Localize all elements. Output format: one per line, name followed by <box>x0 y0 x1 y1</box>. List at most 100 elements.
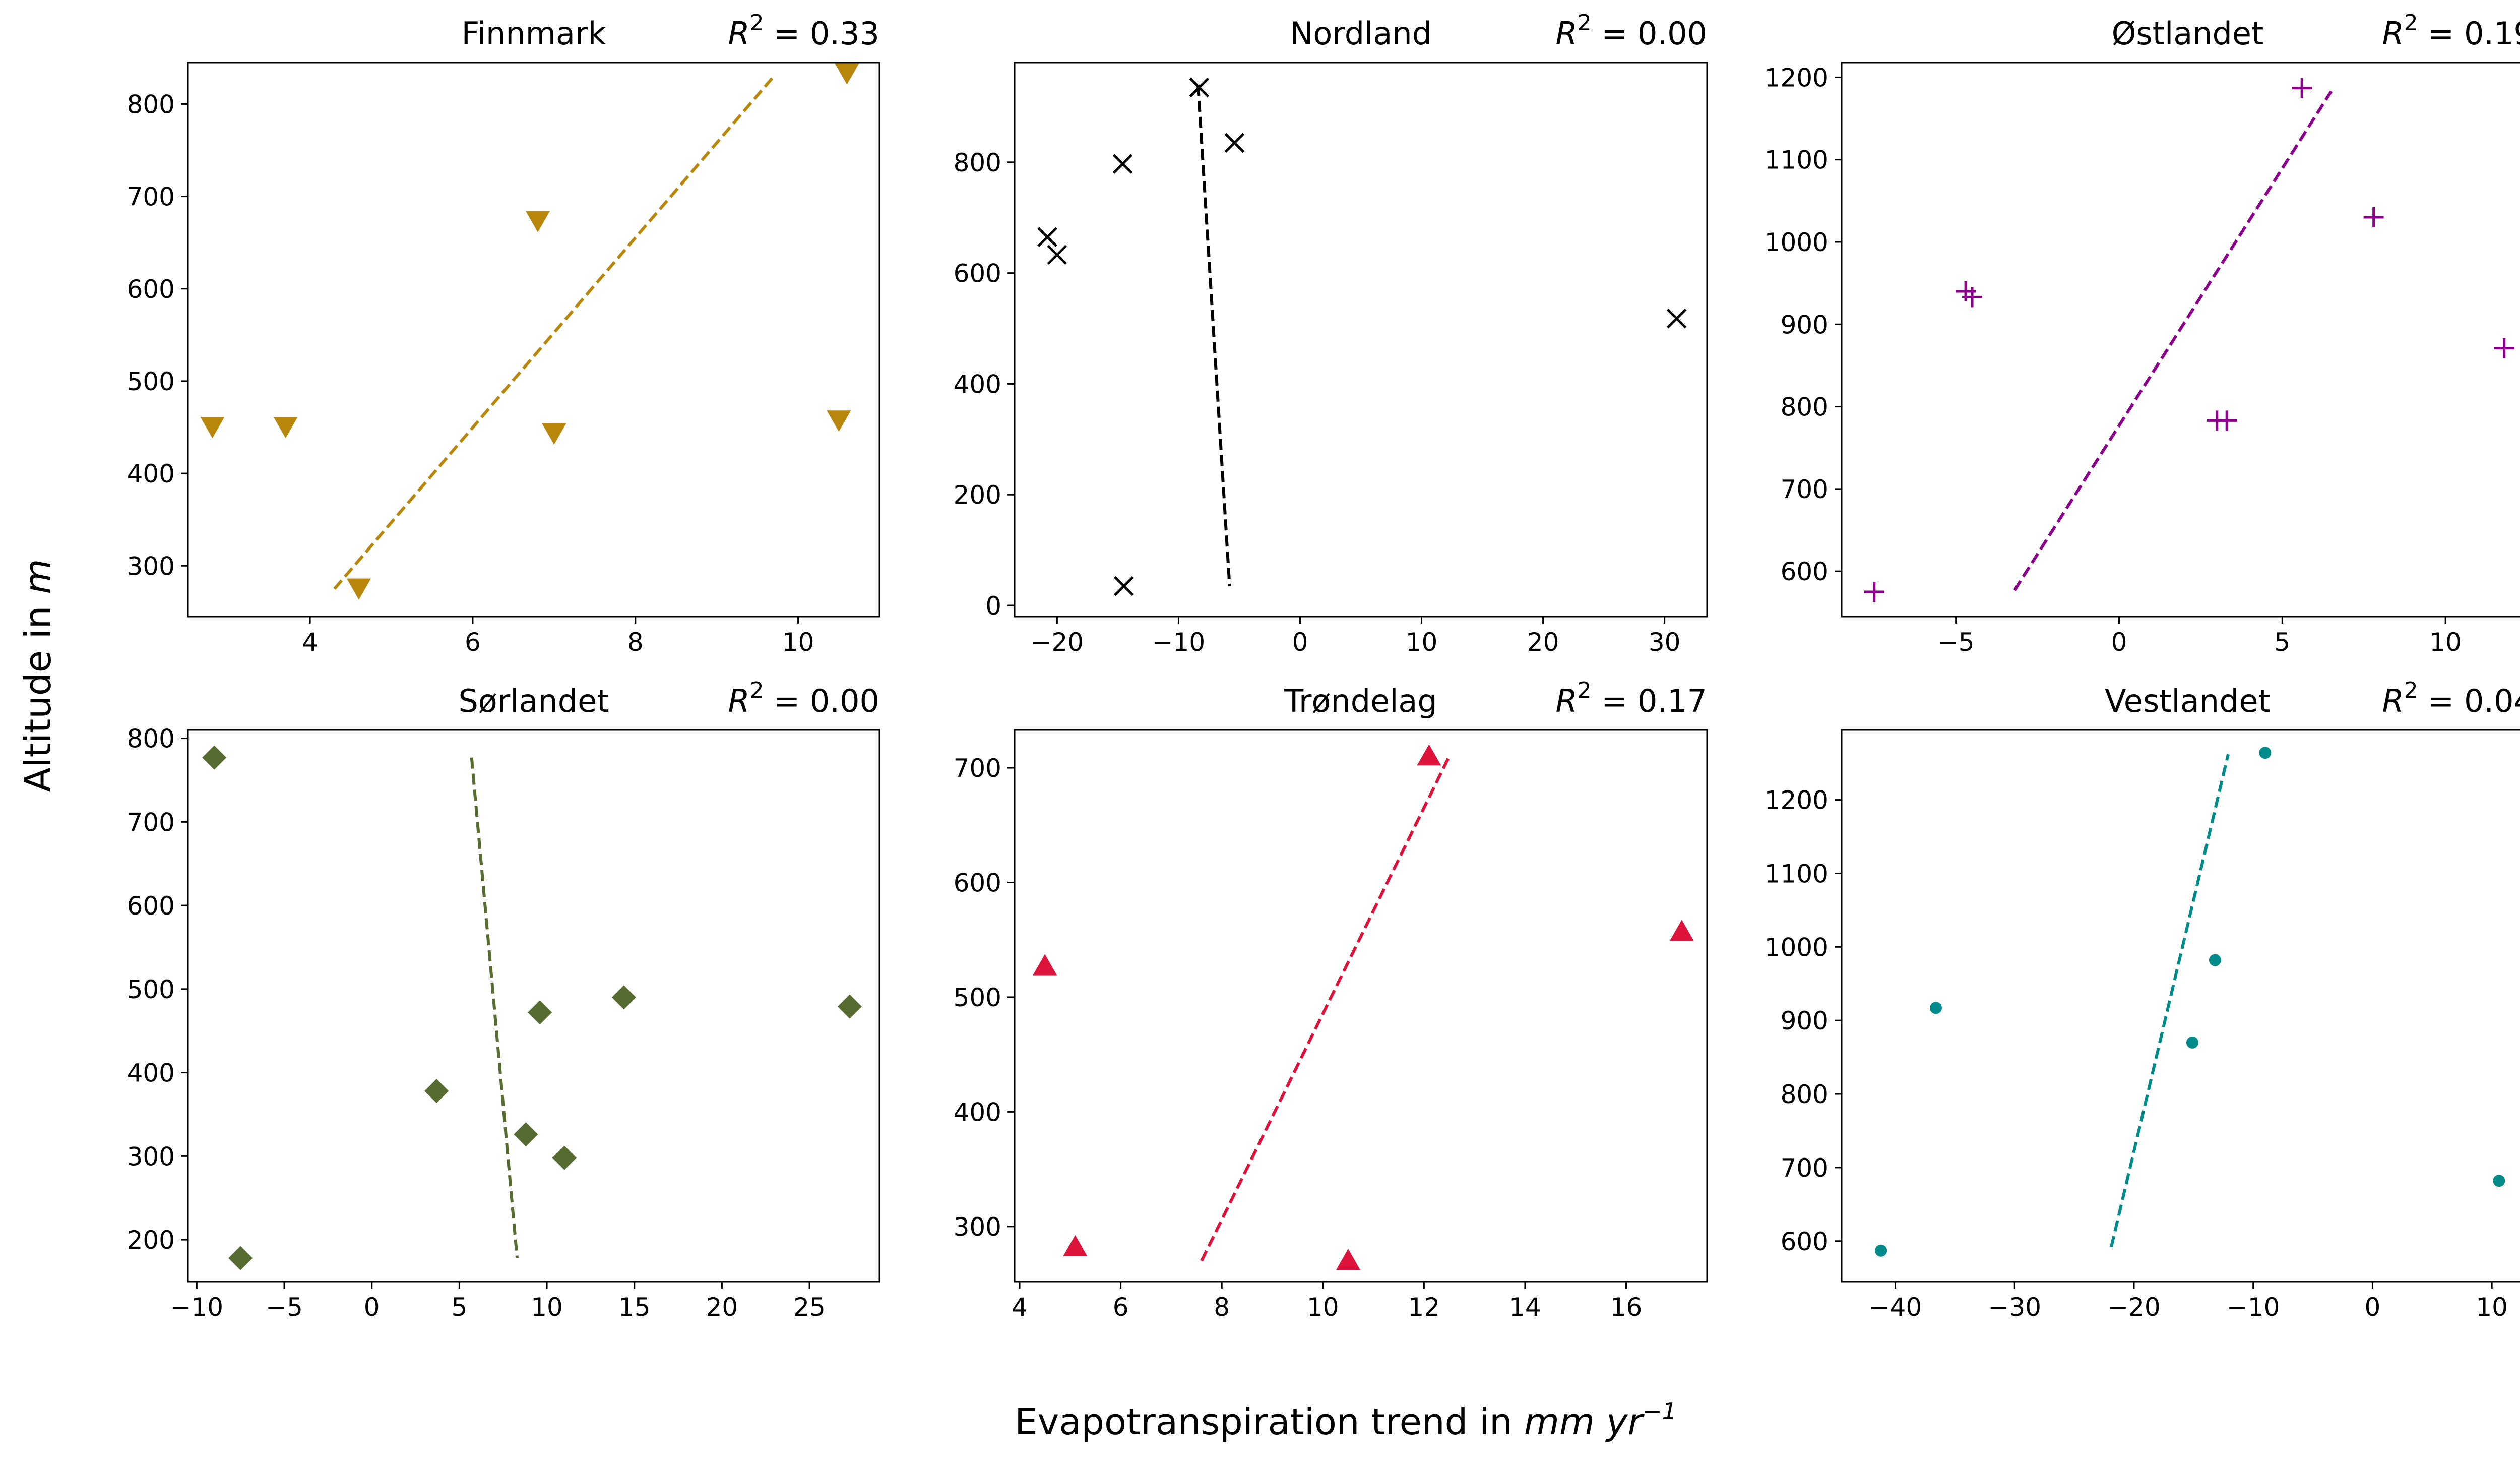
chart4-fit-line <box>1202 756 1449 1261</box>
chart3-ytick-label-6: 800 <box>127 724 175 754</box>
chart3-point-6 <box>612 985 636 1009</box>
chart0-title: Finnmark <box>462 15 606 52</box>
chart4-point-0 <box>1033 954 1057 976</box>
chart2-point-7 <box>2494 338 2514 358</box>
chart2-point-4 <box>2217 410 2237 431</box>
chart1-ytick-label-1: 200 <box>954 480 1001 510</box>
chart5-ytick-label-3: 900 <box>1781 1006 1829 1035</box>
chart3-point-7 <box>838 995 862 1019</box>
chart0-point-2 <box>347 579 371 600</box>
chart0-ytick-label-3: 600 <box>127 275 175 304</box>
subplot-sørlandet: −10 −5 0 5 10 15 20 25 200 300 400 500 600 700 800 Sørl… <box>127 678 879 1322</box>
chart2-r2-label: R2 = 0.19 <box>2382 10 2520 52</box>
chart3-ytick-label-2: 400 <box>127 1059 175 1088</box>
chart0-ytick-label-5: 800 <box>127 90 175 119</box>
chart3-xtick-label-1: −5 <box>266 1293 303 1322</box>
chart2-point-5 <box>2292 78 2312 98</box>
chart0-point-5 <box>827 410 851 432</box>
chart0-ytick-label-4: 700 <box>127 182 175 212</box>
chart3-point-2 <box>424 1079 449 1103</box>
chart4-point-1 <box>1063 1235 1087 1256</box>
chart2-axes-frame <box>1842 63 2520 617</box>
chart2-fit-line <box>2014 91 2331 590</box>
chart1-ytick-label-3: 600 <box>954 259 1001 288</box>
chart5-point-0 <box>1875 1245 1887 1257</box>
chart1-ytick-label-2: 400 <box>954 370 1001 399</box>
chart4-xtick-label-1: 6 <box>1113 1293 1129 1322</box>
chart5-ytick-label-1: 700 <box>1781 1153 1829 1183</box>
chart5-point-4 <box>2259 747 2271 759</box>
chart1-point-2 <box>1114 155 1132 173</box>
chart5-axes-frame <box>1842 730 2520 1282</box>
chart2-ytick-label-2: 800 <box>1781 393 1829 422</box>
chart0-point-1 <box>274 417 298 438</box>
chart4-ytick-label-0: 300 <box>954 1212 1001 1242</box>
chart1-xtick-label-5: 30 <box>1649 628 1681 657</box>
chart5-point-2 <box>2186 1037 2198 1049</box>
chart3-xtick-label-2: 0 <box>364 1293 380 1322</box>
chart3-ytick-label-4: 600 <box>127 891 175 921</box>
y-axis-title: Altitude in m <box>17 559 59 793</box>
chart3-xtick-label-0: −10 <box>170 1293 224 1322</box>
chart5-ytick-label-2: 800 <box>1781 1080 1829 1109</box>
chart2-ytick-label-3: 900 <box>1781 310 1829 339</box>
chart4-xtick-label-3: 10 <box>1307 1293 1339 1322</box>
chart0-ytick-label-1: 400 <box>127 459 175 489</box>
chart3-title: Sørlandet <box>458 683 609 719</box>
chart5-fit-line <box>2111 754 2228 1247</box>
chart0-point-3 <box>526 211 550 232</box>
chart1-point-6 <box>1668 310 1686 328</box>
chart3-point-5 <box>552 1146 577 1170</box>
chart0-ytick-label-2: 500 <box>127 367 175 396</box>
chart4-ytick-label-1: 400 <box>954 1098 1001 1127</box>
chart3-ytick-label-0: 200 <box>127 1226 175 1255</box>
chart0-ytick-label-0: 300 <box>127 552 175 581</box>
chart0-fit-line <box>335 76 774 589</box>
chart3-point-4 <box>528 1000 552 1024</box>
chart3-ytick-label-3: 500 <box>127 975 175 1004</box>
chart4-axes-frame <box>1015 730 1707 1282</box>
chart0-xtick-label-2: 8 <box>627 628 644 657</box>
chart5-xtick-label-0: −40 <box>1869 1293 1922 1322</box>
chart1-point-0 <box>1038 228 1056 246</box>
chart0-point-4 <box>542 423 566 445</box>
chart0-point-6 <box>835 64 859 85</box>
subplot-vestlandet: −40 −30 −20 −10 0 10600700800900100011001200V… <box>1765 678 2520 1322</box>
chart4-point-2 <box>1336 1249 1360 1270</box>
chart1-xtick-label-4: 20 <box>1527 628 1559 657</box>
chart2-xtick-label-1: 0 <box>2111 628 2127 657</box>
chart3-fit-line <box>472 758 517 1258</box>
subplot-trøndelag: 4 6 8 10 12 14 16 300 400 500 600 700 Trøndelag R2 = … <box>954 678 1707 1322</box>
chart0-axes-frame <box>188 63 879 617</box>
chart5-xtick-label-2: −20 <box>2107 1293 2161 1322</box>
chart2-point-6 <box>2364 207 2384 227</box>
chart1-point-5 <box>1115 577 1133 595</box>
chart5-point-3 <box>2209 954 2221 966</box>
chart4-r2-label: R2 = 0.17 <box>1555 678 1707 719</box>
chart3-point-0 <box>202 746 226 770</box>
chart1-xtick-label-0: −20 <box>1031 628 1084 657</box>
chart0-xtick-label-3: 10 <box>782 628 814 657</box>
chart5-ytick-label-4: 1000 <box>1765 933 1829 962</box>
chart3-xtick-label-3: 5 <box>451 1293 467 1322</box>
chart1-point-4 <box>1225 134 1243 152</box>
chart1-r2-label: R2 = 0.00 <box>1555 10 1707 52</box>
chart4-xtick-label-0: 4 <box>1012 1293 1028 1322</box>
chart1-xtick-label-2: 0 <box>1292 628 1308 657</box>
chart2-ytick-label-6: 1200 <box>1765 63 1829 92</box>
x-axis-title: Evapotranspiration trend in mm yr−1 <box>1015 1397 1677 1443</box>
chart3-xtick-label-5: 15 <box>618 1293 651 1322</box>
chart2-ytick-label-5: 1100 <box>1765 146 1829 175</box>
chart4-title: Trøndelag <box>1284 683 1437 719</box>
chart4-ytick-label-2: 500 <box>954 983 1001 1012</box>
chart2-point-0 <box>1864 582 1884 602</box>
chart1-point-1 <box>1048 246 1066 264</box>
chart5-ytick-label-0: 600 <box>1781 1227 1829 1256</box>
chart5-point-5 <box>2493 1175 2505 1187</box>
chart4-ytick-label-4: 700 <box>954 754 1001 783</box>
chart4-xtick-label-6: 16 <box>1610 1293 1643 1322</box>
chart0-xtick-label-1: 6 <box>465 628 481 657</box>
chart0-r2-label: R2 = 0.33 <box>728 10 879 52</box>
chart4-ytick-label-3: 600 <box>954 868 1001 897</box>
